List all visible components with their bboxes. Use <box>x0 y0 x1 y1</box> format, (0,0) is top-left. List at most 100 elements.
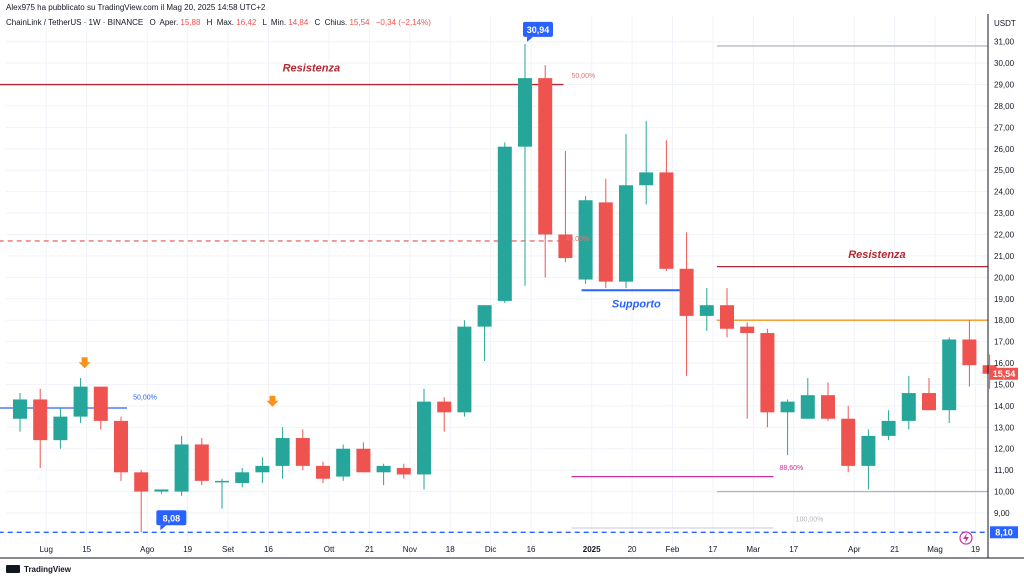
price-tick-label: 13,00 <box>994 423 1015 432</box>
candle <box>760 328 775 428</box>
ohlc-o-label: O <box>149 18 155 27</box>
drawing-lines[interactable] <box>0 45 988 533</box>
ohlc-c-label: C <box>315 18 321 27</box>
candle-body <box>861 435 876 466</box>
candle <box>598 178 613 289</box>
axis-tag-box <box>990 526 1018 539</box>
candle-body <box>699 305 714 316</box>
candle-body <box>538 78 553 235</box>
time-tick-label: Feb <box>666 545 680 554</box>
candle <box>720 288 734 338</box>
candle-body <box>679 268 694 316</box>
price-tick-label: 15,00 <box>994 380 1015 389</box>
candle-body <box>33 399 48 441</box>
candle <box>821 382 835 421</box>
time-axis[interactable]: Lug 15 Ago 19 Set 16 Ott 21 Nov 18 Dic 16 2025 20 Feb 1… <box>0 545 1024 559</box>
time-tick-label: Set <box>222 545 235 554</box>
price-tick-label: 9,00 <box>994 509 1010 518</box>
ohlc-l-label: L <box>263 18 268 27</box>
price-tag-high-tag: 30,94 <box>523 21 553 42</box>
ohlc-change: −0,34 (−2,14%) <box>376 18 431 27</box>
down-arrow-icon <box>266 395 279 407</box>
candle <box>881 410 896 441</box>
axis-tag-low-axis-tag[interactable]: 8,10 <box>990 526 1018 539</box>
symbol-ohlc-line: ChainLink / TetherUS · 1W · BINANCE O Ap… <box>6 18 431 27</box>
candle <box>679 232 694 376</box>
candle <box>356 442 371 473</box>
axis-tag-last-price-tag[interactable]: 15,54 <box>990 367 1018 380</box>
candle <box>255 457 270 484</box>
candle <box>154 489 169 494</box>
candle <box>780 399 795 456</box>
price-tick-label: 26,00 <box>994 145 1015 154</box>
candle-body <box>639 172 654 186</box>
time-tick-label: Nov <box>403 545 417 554</box>
ohlc-h-text: Max. <box>217 18 234 27</box>
candle <box>194 438 209 486</box>
tradingview-brand: TradingView <box>24 565 72 574</box>
price-tag-low-tag: 8,08 <box>156 510 187 531</box>
candle <box>417 388 431 490</box>
candle-body <box>255 465 270 473</box>
time-tick-label: 15 <box>82 545 91 554</box>
candle <box>861 429 876 490</box>
candle-body <box>73 386 88 417</box>
candle <box>841 405 856 473</box>
price-tick-label: 19,00 <box>994 295 1015 304</box>
price-tick-label: 31,00 <box>994 38 1015 47</box>
candle-body <box>53 416 68 441</box>
tradingview-logo[interactable]: TradingView <box>6 565 72 574</box>
candle <box>215 478 229 509</box>
candle <box>962 320 977 387</box>
tradingview-logo-icon <box>6 565 20 573</box>
candle <box>73 378 88 424</box>
axis-tag-text: 8,10 <box>995 527 1013 537</box>
candle-body <box>942 339 957 411</box>
price-axis[interactable]: 9,0010,0011,0012,0013,0014,0015,0016,001… <box>987 14 1018 558</box>
price-tick-label: 29,00 <box>994 81 1015 90</box>
price-tick-label: 11,00 <box>994 466 1014 475</box>
candle-body <box>982 365 997 374</box>
ohlc-l-text: Min. <box>271 18 286 27</box>
axis-tag-box <box>990 367 1018 380</box>
time-tick-label: 20 <box>628 545 637 554</box>
price-tag-box <box>523 21 553 37</box>
candle-body <box>114 420 128 473</box>
candle-body <box>518 78 532 147</box>
price-tick-label: 18,00 <box>994 316 1015 325</box>
price-tick-label: 12,00 <box>994 445 1015 454</box>
candle <box>275 427 290 479</box>
annotation-fib-100-label: 100,00% <box>796 517 824 524</box>
candle-body <box>194 444 209 481</box>
time-tick-label: 17 <box>789 545 798 554</box>
time-tick-label: Mar <box>746 545 760 554</box>
candle-body <box>457 326 472 413</box>
candle-body <box>336 448 351 477</box>
time-tick-label: 17 <box>708 545 717 554</box>
time-tick-label: 19 <box>971 545 980 554</box>
candle-body <box>760 333 775 413</box>
price-tag-box <box>156 510 187 526</box>
publisher-text: Alex975 ha pubblicato su TradingView.com… <box>6 3 266 12</box>
annotation-resistenza-label-1: Resistenza <box>283 63 340 75</box>
ohlc-h-value: 16,42 <box>236 18 257 27</box>
candle-body <box>376 465 391 473</box>
price-tick-label: 22,00 <box>994 231 1015 240</box>
candle-body <box>275 438 290 466</box>
candle-body <box>174 444 189 492</box>
time-tick-label: Ago <box>140 545 155 554</box>
price-tag-pointer <box>160 525 167 531</box>
candle <box>437 397 452 432</box>
candle-body <box>881 420 896 436</box>
candle <box>982 354 997 389</box>
candle <box>396 463 411 479</box>
candle-body <box>477 305 492 327</box>
lightning-icon[interactable] <box>959 531 973 545</box>
candle-body <box>841 418 856 466</box>
time-tick-label: Mag <box>927 545 943 554</box>
time-tick-label: Ott <box>324 545 335 554</box>
candle-body <box>295 438 310 466</box>
candle <box>174 435 189 496</box>
